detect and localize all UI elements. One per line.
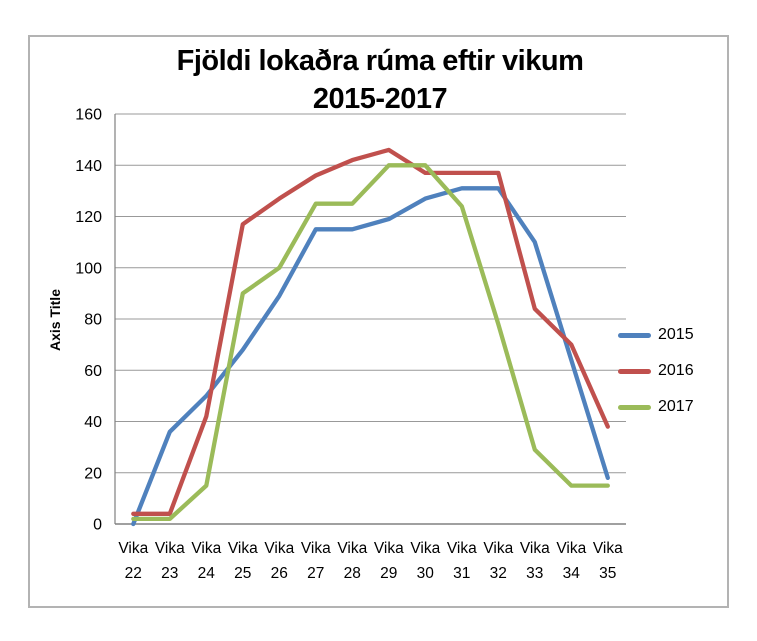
x-tick-label: 31: [453, 565, 470, 582]
x-tick-label: 25: [234, 565, 251, 582]
x-tick-label: Vika: [520, 540, 550, 557]
legend-label-2015: 2015: [658, 326, 694, 343]
legend-line-2015-icon: [618, 332, 651, 338]
chart-subtitle: 2015-2017: [312, 83, 448, 115]
series-line-2015: [131, 186, 610, 527]
x-tick-label: 34: [563, 565, 581, 582]
x-tick-label: 27: [307, 565, 324, 582]
y-tick-label: 0: [93, 517, 102, 534]
chart-title-block: Fjöldi lokaðra rúma eftir vikum 2015-201…: [70, 42, 690, 118]
x-tick-label: Vika: [593, 540, 623, 557]
legend-item-2015: 2015: [618, 325, 694, 345]
x-tick-label: 22: [125, 565, 142, 582]
series-line-2016: [131, 147, 610, 516]
x-tick-label: Vika: [191, 540, 221, 557]
x-tick-label: 33: [526, 565, 543, 582]
y-tick-label: 20: [84, 465, 102, 482]
x-tick-label: Vika: [228, 540, 258, 557]
x-tick-label: 32: [490, 565, 507, 582]
x-tick-label: 35: [599, 565, 616, 582]
x-tick-label: Vika: [337, 540, 367, 557]
x-tick-label: 30: [417, 565, 435, 582]
x-tick-label: Vika: [264, 540, 294, 557]
x-tick-label: Vika: [155, 540, 185, 557]
y-tick-label: 140: [75, 158, 102, 175]
x-tick-label: 28: [344, 565, 361, 582]
y-tick-label: 120: [75, 209, 102, 226]
y-tick-label: 80: [84, 312, 102, 329]
legend-line-2017-icon: [618, 404, 651, 410]
x-tick-label: 26: [271, 565, 288, 582]
y-tick-label: 100: [75, 260, 102, 277]
legend-label-2016: 2016: [658, 362, 694, 379]
y-tick-label: 40: [84, 414, 102, 431]
x-tick-label: Vika: [301, 540, 331, 557]
legend-item-2016: 2016: [618, 361, 694, 381]
x-tick-label: 24: [198, 565, 216, 582]
legend-item-2017: 2017: [618, 397, 694, 417]
x-tick-label: Vika: [374, 540, 404, 557]
x-tick-label: 23: [161, 565, 178, 582]
legend-label-2017: 2017: [658, 398, 694, 415]
legend-line-2016-icon: [618, 368, 651, 374]
x-tick-label: Vika: [556, 540, 586, 557]
y-tick-label: 60: [84, 363, 102, 380]
x-tick-label: Vika: [483, 540, 513, 557]
x-tick-label: Vika: [447, 540, 477, 557]
series-line-2017: [131, 163, 610, 522]
y-tick-label: 160: [75, 107, 102, 124]
x-tick-label: 29: [380, 565, 397, 582]
chart-title: Fjöldi lokaðra rúma eftir vikum: [176, 45, 584, 77]
x-tick-label: Vika: [410, 540, 440, 557]
x-tick-label: Vika: [118, 540, 148, 557]
